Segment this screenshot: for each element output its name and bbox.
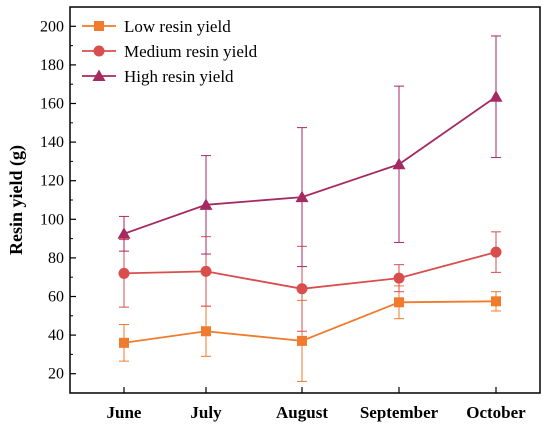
y-tick-label: 140: [40, 134, 64, 151]
square-marker: [119, 337, 129, 348]
triangle-marker: [199, 198, 213, 210]
x-tick-label: September: [360, 403, 439, 422]
circle-marker: [296, 283, 308, 295]
legend-item-2: Medium resin yield: [82, 42, 258, 61]
y-tick-label: 40: [48, 327, 64, 344]
y-tick-label: 160: [40, 96, 64, 113]
series-1: [119, 285, 501, 382]
legend-label: Low resin yield: [124, 17, 231, 36]
square-marker: [491, 296, 501, 307]
legend-item-3: High resin yield: [82, 67, 234, 86]
series-line: [123, 300, 497, 344]
y-tick-label: 20: [48, 366, 64, 383]
legend-label: High resin yield: [124, 67, 234, 86]
square-marker: [201, 326, 211, 337]
circle-marker: [393, 272, 405, 284]
y-tick-label: 60: [48, 289, 64, 306]
x-tick-label: July: [190, 403, 222, 422]
series-line: [123, 251, 497, 290]
circle-marker: [490, 246, 502, 258]
square-marker: [94, 21, 104, 31]
y-tick-label: 100: [40, 211, 64, 228]
circle-marker: [118, 267, 130, 279]
legend-label: Medium resin yield: [124, 42, 258, 61]
y-tick-label: 80: [48, 250, 64, 267]
triangle-marker: [489, 90, 503, 102]
series-line: [123, 96, 497, 235]
circle-marker: [200, 265, 212, 277]
series-layer: [117, 35, 503, 382]
x-axis: June July August September October: [107, 387, 526, 422]
y-axis-title: Resin yield (g): [6, 145, 27, 255]
x-tick-label: June: [107, 403, 142, 422]
square-marker: [297, 335, 307, 346]
y-tick-label: 200: [40, 18, 64, 35]
series-2: [118, 231, 502, 332]
triangle-marker: [117, 227, 131, 239]
legend-item-1: Low resin yield: [82, 17, 231, 36]
series-3: [117, 35, 503, 268]
triangle-marker: [92, 69, 106, 81]
legend: Low resin yield Medium resin yield High re…: [82, 17, 258, 86]
y-tick-label: 120: [40, 173, 64, 190]
triangle-marker: [295, 190, 309, 203]
x-tick-label: October: [466, 403, 526, 422]
x-tick-label: August: [276, 403, 328, 422]
y-axis: 20 40 60 80 100 120 140 160 180 200: [40, 18, 76, 383]
circle-marker: [93, 45, 105, 57]
square-marker: [394, 297, 404, 308]
triangle-marker: [392, 157, 406, 170]
y-tick-label: 180: [40, 57, 64, 74]
